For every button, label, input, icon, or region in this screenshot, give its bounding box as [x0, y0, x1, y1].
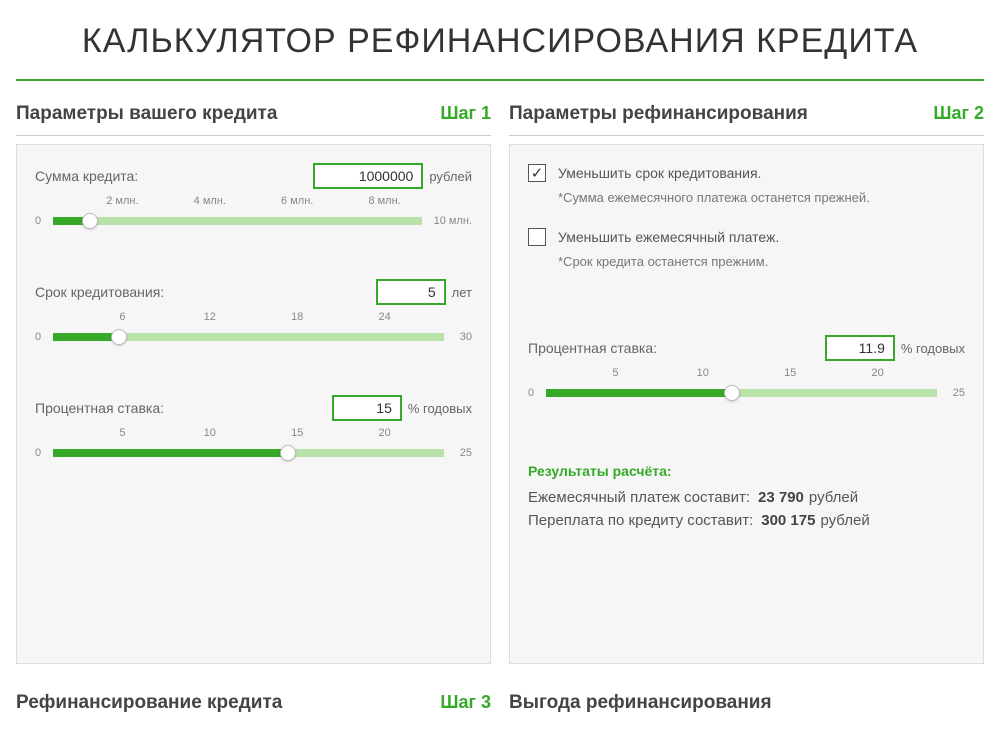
- result-monthly-unit: рублей: [809, 489, 858, 506]
- right-header-title: Параметры рефинансирования: [509, 103, 808, 125]
- rate-left-ticks: 5 10 15 20: [35, 427, 472, 443]
- result-monthly: Ежемесячный платеж составит: 23 790 рубл…: [528, 489, 965, 506]
- term-tick: 12: [204, 311, 216, 323]
- rate-left-input[interactable]: [332, 395, 402, 421]
- rate-right-slider-handle[interactable]: [724, 385, 740, 401]
- rate-right-slider[interactable]: [546, 389, 937, 397]
- results-title: Результаты расчёта:: [528, 463, 965, 479]
- amount-tick: 6 млн.: [281, 195, 313, 207]
- result-overpay-value: 300 175: [761, 512, 815, 529]
- amount-tick: 2 млн.: [106, 195, 138, 207]
- amount-block: Сумма кредита: рублей 2 млн. 4 млн. 6 мл…: [35, 163, 472, 231]
- option2-label: Уменьшить ежемесячный платеж.: [558, 227, 779, 248]
- result-monthly-value: 23 790: [758, 489, 804, 506]
- right-column: Параметры рефинансирования Шаг 2 Уменьши…: [509, 95, 984, 732]
- term-slider[interactable]: [53, 333, 444, 341]
- left-column: Параметры вашего кредита Шаг 1 Сумма кре…: [16, 95, 491, 732]
- bottom-left-header: Рефинансирование кредита Шаг 3: [16, 684, 491, 724]
- title-divider: [16, 79, 984, 81]
- rate-right-tick: 15: [784, 367, 796, 379]
- rate-right-max: 25: [945, 387, 965, 399]
- term-ticks: 6 12 18 24: [35, 311, 472, 327]
- rate-right-tick: 5: [612, 367, 618, 379]
- rate-left-tick: 10: [204, 427, 216, 439]
- term-slider-handle[interactable]: [111, 329, 127, 345]
- left-header-title: Параметры вашего кредита: [16, 103, 277, 125]
- page-title: КАЛЬКУЛЯТОР РЕФИНАНСИРОВАНИЯ КРЕДИТА: [0, 0, 1000, 79]
- rate-left-min: 0: [35, 447, 45, 459]
- rate-left-tick: 20: [378, 427, 390, 439]
- rate-left-slider[interactable]: [53, 449, 444, 457]
- option2-note: *Срок кредита останется прежним.: [558, 254, 965, 269]
- term-slider-fill: [53, 333, 119, 341]
- main-columns: Параметры вашего кредита Шаг 1 Сумма кре…: [0, 95, 1000, 732]
- rate-right-unit: % годовых: [901, 341, 965, 356]
- left-header: Параметры вашего кредита Шаг 1: [16, 95, 491, 136]
- term-max: 30: [452, 331, 472, 343]
- rate-right-tick: 10: [697, 367, 709, 379]
- bottom-left-title: Рефинансирование кредита: [16, 692, 282, 714]
- bottom-left-step: Шаг 3: [440, 692, 491, 713]
- amount-min: 0: [35, 215, 45, 227]
- rate-left-block: Процентная ставка: % годовых 5 10 15 20 …: [35, 395, 472, 463]
- option1-row: Уменьшить срок кредитования.: [528, 163, 965, 184]
- rate-right-tick: 20: [871, 367, 883, 379]
- rate-right-slider-fill: [546, 389, 732, 397]
- amount-slider-handle[interactable]: [82, 213, 98, 229]
- term-block: Срок кредитования: лет 6 12 18 24 0: [35, 279, 472, 347]
- rate-right-min: 0: [528, 387, 538, 399]
- rate-left-label: Процентная ставка:: [35, 400, 164, 416]
- amount-slider[interactable]: [53, 217, 422, 225]
- rate-left-tick: 5: [119, 427, 125, 439]
- term-tick: 24: [378, 311, 390, 323]
- amount-ticks: 2 млн. 4 млн. 6 млн. 8 млн.: [35, 195, 472, 211]
- option2-row: Уменьшить ежемесячный платеж.: [528, 227, 965, 248]
- amount-unit: рублей: [429, 169, 472, 184]
- rate-right-label: Процентная ставка:: [528, 340, 657, 356]
- term-unit: лет: [452, 285, 472, 300]
- term-tick: 18: [291, 311, 303, 323]
- left-panel: Сумма кредита: рублей 2 млн. 4 млн. 6 мл…: [16, 144, 491, 664]
- amount-label: Сумма кредита:: [35, 168, 138, 184]
- option1-note: *Сумма ежемесячного платежа останется пр…: [558, 190, 965, 205]
- right-step-label: Шаг 2: [933, 103, 984, 124]
- term-min: 0: [35, 331, 45, 343]
- rate-right-input[interactable]: [825, 335, 895, 361]
- option1-label: Уменьшить срок кредитования.: [558, 163, 761, 184]
- amount-tick: 4 млн.: [194, 195, 226, 207]
- result-monthly-label: Ежемесячный платеж составит:: [528, 489, 750, 506]
- rate-left-tick: 15: [291, 427, 303, 439]
- right-panel: Уменьшить срок кредитования. *Сумма ежем…: [509, 144, 984, 664]
- term-tick: 6: [119, 311, 125, 323]
- rate-left-slider-handle[interactable]: [280, 445, 296, 461]
- rate-right-ticks: 5 10 15 20: [528, 367, 965, 383]
- term-label: Срок кредитования:: [35, 284, 164, 300]
- bottom-right-title: Выгода рефинансирования: [509, 692, 772, 714]
- option1-checkbox[interactable]: [528, 164, 546, 182]
- left-step-label: Шаг 1: [440, 103, 491, 124]
- rate-left-unit: % годовых: [408, 401, 472, 416]
- rate-right-block: Процентная ставка: % годовых 5 10 15 20 …: [528, 335, 965, 403]
- result-overpay-unit: рублей: [820, 512, 869, 529]
- bottom-right-header: Выгода рефинансирования: [509, 684, 984, 724]
- amount-max: 10 млн.: [430, 215, 472, 227]
- term-input[interactable]: [376, 279, 446, 305]
- amount-tick: 8 млн.: [368, 195, 400, 207]
- result-overpay-label: Переплата по кредиту составит:: [528, 512, 753, 529]
- option2-checkbox[interactable]: [528, 228, 546, 246]
- amount-input[interactable]: [313, 163, 423, 189]
- rate-left-slider-fill: [53, 449, 288, 457]
- right-header: Параметры рефинансирования Шаг 2: [509, 95, 984, 136]
- rate-left-max: 25: [452, 447, 472, 459]
- result-overpay: Переплата по кредиту составит: 300 175 р…: [528, 512, 965, 529]
